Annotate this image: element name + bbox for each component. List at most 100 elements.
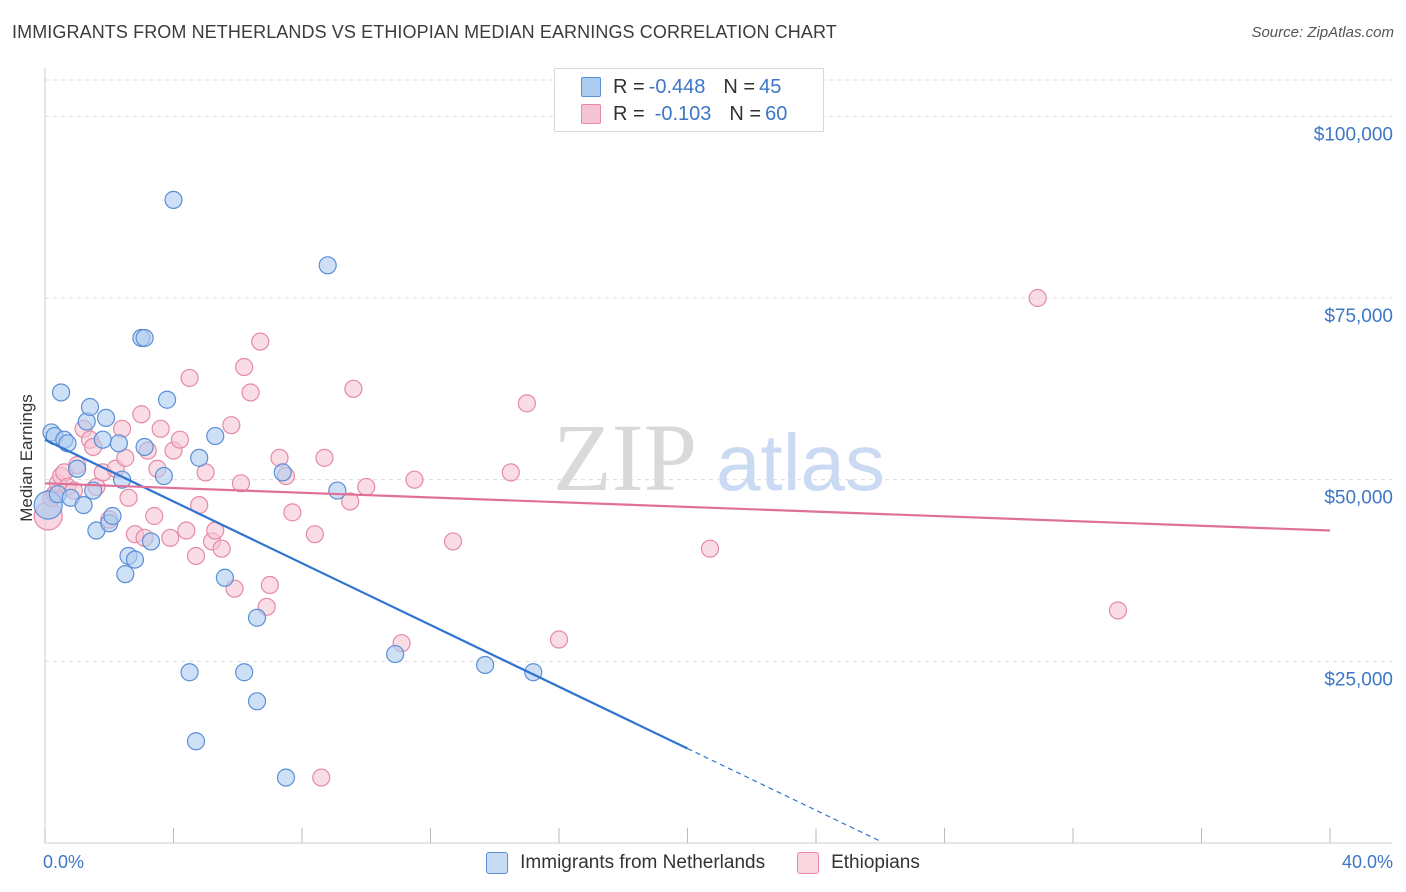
ethiopians-point <box>231 474 251 493</box>
netherlands-point <box>135 328 154 348</box>
ethiopians-point <box>260 575 279 595</box>
y-tick-label: $25,000 <box>1324 669 1393 690</box>
legend-n-label: N = <box>729 102 762 125</box>
x-tick-label-max: 40.0% <box>1342 852 1393 872</box>
y-tick-label: $100,000 <box>1314 124 1393 145</box>
netherlands-point <box>116 565 135 584</box>
legend-swatch-pink <box>797 852 820 874</box>
ethiopians-point <box>549 630 569 649</box>
legend-row-netherlands: R = -0.448 N = 45 <box>581 75 781 99</box>
correlation-legend: R = -0.448 N = 45 R = -0.103 N = 60 <box>554 68 824 132</box>
ethiopians-points <box>33 288 1128 787</box>
netherlands-point <box>328 481 347 500</box>
netherlands-point <box>276 768 296 787</box>
ethiopians-point <box>1028 288 1047 308</box>
ethiopians-point <box>180 368 199 388</box>
x-tick-labels: 0.0% 40.0% <box>43 852 1393 872</box>
netherlands-point <box>80 397 100 417</box>
netherlands-point <box>164 190 183 209</box>
legend-r-value: -0.448 <box>648 75 706 98</box>
ethiopians-point <box>312 768 331 787</box>
ethiopians-point <box>283 503 302 522</box>
ethiopians-point <box>357 477 376 497</box>
netherlands-point <box>125 550 145 569</box>
netherlands-trend-extension <box>687 747 881 842</box>
series-legend: Immigrants from Netherlands Ethiopians <box>0 852 1406 874</box>
legend-label-netherlands: Immigrants from Netherlands <box>520 852 766 873</box>
legend-n-label: N = <box>723 75 756 98</box>
legend-swatch-pink <box>581 104 601 124</box>
netherlands-point <box>103 506 122 526</box>
ethiopians-point <box>341 492 360 511</box>
ethiopians-point <box>315 448 334 467</box>
axes <box>44 68 1392 844</box>
netherlands-point <box>74 496 93 515</box>
trend-lines <box>44 438 1331 842</box>
netherlands-point <box>190 448 209 467</box>
netherlands-point <box>247 608 267 627</box>
ethiopians-trend-line <box>44 482 1331 532</box>
netherlands-point <box>154 466 173 486</box>
chart-title: IMMIGRANTS FROM NETHERLANDS VS ETHIOPIAN… <box>12 22 837 42</box>
ethiopians-point <box>251 332 270 351</box>
netherlands-point <box>93 430 112 449</box>
legend-swatch-blue <box>581 77 601 97</box>
netherlands-point <box>186 732 206 751</box>
ethiopians-point <box>145 506 164 526</box>
netherlands-point <box>235 663 254 682</box>
netherlands-point <box>157 390 177 409</box>
ethiopians-point <box>177 521 196 540</box>
netherlands-points <box>33 190 543 787</box>
ethiopians-point <box>501 463 520 482</box>
netherlands-point <box>58 434 77 453</box>
netherlands-point <box>141 532 161 551</box>
legend-r-label: R = <box>613 75 645 98</box>
ethiopians-point <box>344 379 363 398</box>
netherlands-point <box>96 408 116 427</box>
ethiopians-point <box>1108 601 1128 620</box>
legend-r-value: -0.103 <box>654 102 712 125</box>
legend-n-value: 45 <box>759 75 782 98</box>
ethiopians-point <box>161 528 180 547</box>
watermark: ZIP atlas <box>553 404 885 511</box>
legend-item-netherlands: Immigrants from Netherlands <box>486 852 765 874</box>
ethiopians-point <box>517 394 536 413</box>
netherlands-point <box>476 655 495 675</box>
watermark-atlas: atlas <box>716 418 885 507</box>
legend-n-value: 60 <box>765 102 788 125</box>
netherlands-point <box>386 644 405 664</box>
netherlands-point <box>135 437 154 457</box>
source-label: Source: ZipAtlas.com <box>1251 24 1394 41</box>
netherlands-point <box>68 459 87 478</box>
netherlands-trend-line <box>44 438 688 750</box>
ethiopians-point <box>222 416 241 435</box>
y-tick-labels: $25,000 $50,000 $75,000 $100,000 <box>1314 124 1393 690</box>
legend-swatch-blue <box>486 852 509 874</box>
ethiopians-point <box>186 546 206 566</box>
ethiopians-point <box>443 532 463 551</box>
netherlands-point <box>273 463 292 482</box>
y-axis-title: Median Earnings <box>17 394 36 522</box>
netherlands-point <box>247 692 267 711</box>
y-tick-label: $75,000 <box>1324 306 1393 327</box>
netherlands-point <box>215 568 234 587</box>
netherlands-point <box>180 663 199 682</box>
ethiopians-point <box>151 419 170 438</box>
ethiopians-point <box>212 539 231 558</box>
legend-label-ethiopians: Ethiopians <box>831 852 920 873</box>
ethiopians-point <box>119 488 138 507</box>
ethiopians-point <box>170 430 190 449</box>
legend-item-ethiopians: Ethiopians <box>797 852 920 874</box>
netherlands-point <box>51 383 71 402</box>
watermark-zip: ZIP <box>553 404 697 511</box>
netherlands-point <box>109 434 128 453</box>
netherlands-point <box>318 256 337 275</box>
ethiopians-point <box>235 357 254 377</box>
legend-r-label: R = <box>613 102 645 125</box>
ethiopians-point <box>241 383 260 402</box>
legend-row-ethiopians: R = -0.103 N = 60 <box>581 102 787 126</box>
ethiopians-point <box>132 405 151 424</box>
ethiopians-point <box>700 539 720 558</box>
ethiopians-point <box>305 525 324 544</box>
